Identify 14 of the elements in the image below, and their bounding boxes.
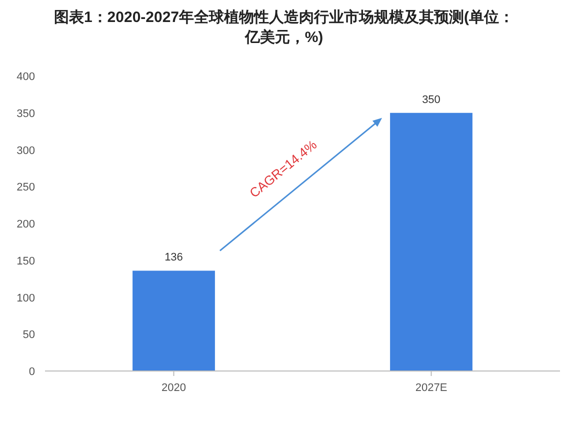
y-tick-label: 50 [22, 329, 35, 342]
x-tick-label: 2027E [415, 382, 448, 394]
y-tick-label: 400 [16, 71, 35, 83]
y-tick-label: 0 [28, 366, 35, 378]
y-tick-label: 150 [16, 255, 35, 268]
chart-title: 图表1：2020-2027年全球植物性人造肉行业市场规模及其预测(单位：亿美元，%) [54, 8, 514, 46]
y-tick-label: 200 [16, 218, 35, 230]
y-tick-label: 250 [16, 182, 35, 194]
data-label: 350 [422, 94, 440, 106]
y-tick-label: 100 [16, 292, 35, 304]
x-tick-label: 2020 [162, 382, 186, 394]
data-label: 136 [164, 252, 183, 264]
y-tick-label: 350 [16, 108, 35, 120]
y-tick-label: 300 [16, 144, 35, 157]
